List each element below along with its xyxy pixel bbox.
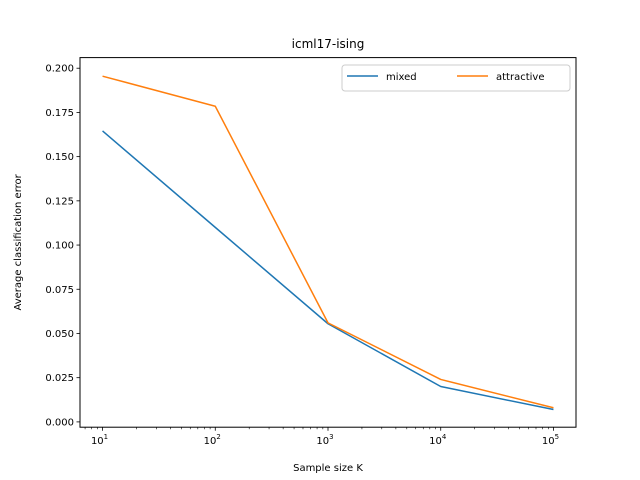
y-tick-label: 0.150 (45, 152, 74, 163)
y-tick-label: 0.200 (45, 64, 74, 75)
y-tick-label: 0.175 (45, 108, 74, 119)
y-tick-label: 0.100 (45, 241, 74, 252)
plot-lines (102, 75, 554, 411)
legend-label-mixed: mixed (386, 72, 417, 83)
legend-label-attractive: attractive (496, 72, 544, 83)
x-axis-label: Sample size K (293, 463, 363, 474)
y-axis-label: Average classification error (13, 173, 24, 310)
x-axis: 101 102 103 104 105 (84, 427, 559, 447)
chart-title: icml17-ising (292, 37, 365, 51)
y-tick-label: 0.050 (45, 329, 74, 340)
series-line-mixed (102, 130, 554, 411)
series-line-attractive (102, 75, 554, 409)
x-tick-label: 105 (542, 433, 559, 447)
y-tick-label: 0.025 (45, 373, 74, 384)
x-tick-label: 103 (316, 433, 333, 447)
x-tick-label: 102 (204, 433, 221, 447)
y-tick-label: 0.125 (45, 196, 74, 207)
legend: mixed attractive (341, 64, 571, 92)
plot-area (79, 57, 577, 428)
y-axis: 0.000 0.025 0.050 0.075 0.100 0.125 0.150 0.175… (45, 64, 80, 428)
legend-box (341, 64, 571, 92)
y-tick-label: 0.075 (45, 285, 74, 296)
y-tick-label: 0.000 (45, 417, 74, 428)
x-tick-label: 101 (91, 433, 108, 447)
x-tick-label: 104 (429, 433, 447, 447)
